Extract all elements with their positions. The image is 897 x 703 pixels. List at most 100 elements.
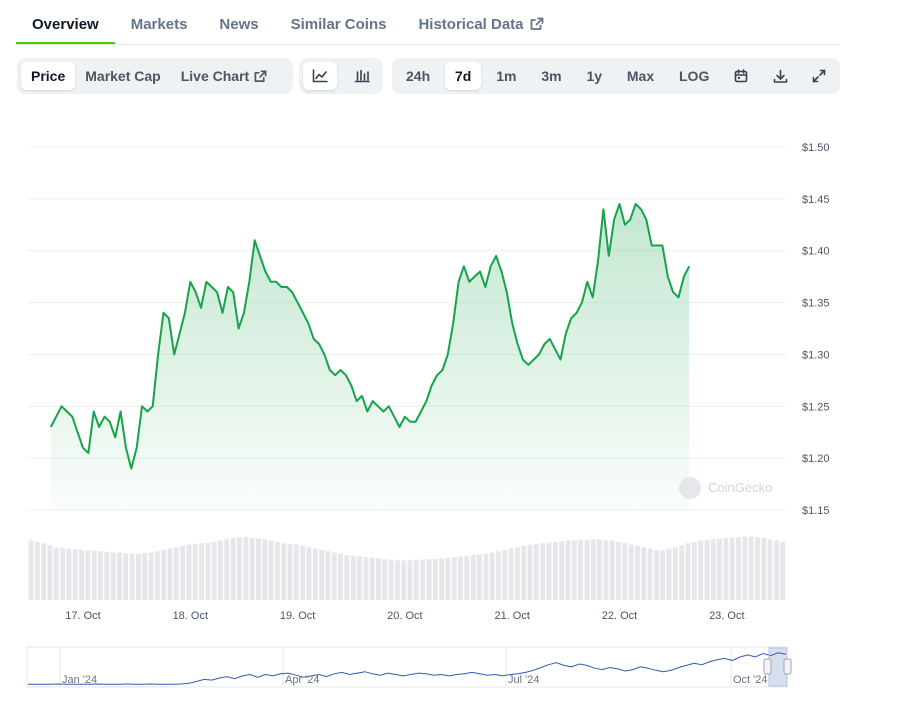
volume-bar	[154, 551, 160, 600]
volume-bar	[489, 552, 495, 600]
tab-news[interactable]: News	[203, 0, 274, 44]
x-tick-label: 19. Oct	[280, 610, 315, 622]
y-tick-label: $1.35	[802, 298, 830, 310]
volume-bar	[117, 552, 122, 600]
navigator-label: Jul '24	[508, 674, 539, 686]
volume-bar	[388, 559, 394, 600]
volume-bar	[540, 543, 546, 600]
volume-bar	[426, 559, 432, 600]
y-tick-label: $1.20	[802, 453, 830, 465]
volume-bars	[28, 536, 786, 600]
candlestick-chart-button[interactable]	[345, 62, 379, 90]
volume-bar	[28, 540, 34, 600]
download-button[interactable]	[763, 62, 797, 90]
volume-bar	[237, 537, 242, 600]
volume-bar	[357, 556, 362, 600]
volume-bar	[129, 553, 135, 600]
range-1y-button[interactable]: 1y	[576, 62, 612, 90]
volume-bar	[458, 556, 463, 600]
volume-bar	[180, 545, 186, 600]
volume-bar	[717, 538, 722, 600]
volume-bar	[723, 538, 729, 600]
y-axis: $1.50 $1.45 $1.40 $1.35 $1.30 $1.25 $1.20 $1.15	[802, 142, 830, 517]
volume-bar	[186, 544, 192, 600]
price-area	[50, 204, 690, 510]
volume-bar	[666, 549, 672, 600]
calendar-icon	[734, 69, 748, 83]
volume-bar	[439, 558, 445, 600]
log-scale-button[interactable]: LOG	[669, 62, 719, 90]
volume-bar	[470, 555, 476, 600]
volume-bar	[761, 538, 767, 600]
volume-bar	[369, 557, 375, 600]
calendar-button[interactable]	[724, 62, 758, 90]
fullscreen-button[interactable]	[802, 62, 836, 90]
volume-bar	[407, 560, 413, 600]
navigator-line	[28, 652, 787, 685]
volume-bar	[578, 539, 583, 600]
volume-bar	[780, 541, 786, 600]
volume-bar	[527, 544, 533, 600]
volume-bar	[293, 544, 299, 600]
price-button-label: Price	[31, 68, 66, 84]
volume-bar	[767, 539, 773, 600]
volume-bar	[432, 559, 438, 600]
range-24h-button[interactable]: 24h	[396, 62, 440, 90]
y-tick-label: $1.25	[802, 401, 830, 413]
volume-bar	[243, 537, 249, 600]
volume-bar	[401, 560, 407, 600]
tab-similar-coins[interactable]: Similar Coins	[275, 0, 403, 44]
volume-bar	[262, 539, 268, 600]
tab-overview-label: Overview	[32, 16, 99, 33]
range-7d-label: 7d	[455, 68, 472, 84]
navigator-gridlines	[59, 648, 732, 686]
line-chart-button[interactable]	[303, 62, 337, 90]
range-1m-button[interactable]: 1m	[486, 62, 526, 90]
range-max-button[interactable]: Max	[617, 62, 664, 90]
tab-historical-data-label: Historical Data	[418, 16, 524, 33]
volume-bar	[161, 549, 167, 600]
y-tick-label: $1.30	[802, 349, 830, 361]
volume-bar	[609, 540, 615, 600]
tab-markets[interactable]: Markets	[115, 0, 204, 44]
download-icon	[773, 69, 788, 84]
time-range-switcher: 24h 7d 1m 3m 1y Max LOG	[392, 58, 840, 94]
volume-bar	[224, 539, 230, 600]
volume-bar	[685, 543, 691, 600]
navigator-right-handle	[783, 658, 792, 675]
volume-bar	[211, 541, 217, 600]
x-tick-label: 18. Oct	[173, 610, 208, 622]
range-1y-label: 1y	[586, 68, 603, 84]
volume-bar	[344, 555, 350, 600]
live-chart-button[interactable]: Live Chart	[171, 62, 277, 90]
volume-bar	[34, 541, 40, 600]
range-1m-label: 1m	[496, 68, 517, 84]
volume-bar	[691, 541, 697, 600]
volume-bar	[616, 541, 621, 600]
volume-bar	[79, 549, 84, 600]
range-3m-button[interactable]: 3m	[531, 62, 571, 90]
tab-historical-data[interactable]: Historical Data	[402, 0, 559, 44]
volume-bar	[199, 543, 204, 600]
volume-bar	[496, 551, 501, 600]
volume-bar	[672, 547, 678, 600]
volume-bar	[641, 547, 647, 600]
volume-bar	[376, 558, 381, 600]
volume-bar	[755, 537, 760, 600]
navigator-frame	[26, 646, 788, 688]
volume-bar	[142, 553, 148, 600]
volume-bar	[319, 549, 325, 600]
volume-bar	[515, 547, 520, 600]
price-button[interactable]: Price	[21, 62, 76, 90]
range-navigator: Jan '24 Apr '24 Jul '24 Oct '24	[26, 646, 792, 688]
volume-bar	[382, 559, 388, 600]
tab-overview[interactable]: Overview	[16, 0, 115, 44]
market-cap-button[interactable]: Market Cap	[75, 62, 170, 90]
market-cap-button-label: Market Cap	[85, 68, 161, 84]
volume-bar	[104, 551, 110, 600]
volume-bar	[742, 536, 748, 600]
y-tick-label: $1.45	[802, 194, 830, 206]
range-7d-button[interactable]: 7d	[445, 62, 482, 90]
volume-bar	[546, 542, 552, 600]
x-tick-label: 22. Oct	[602, 610, 637, 622]
